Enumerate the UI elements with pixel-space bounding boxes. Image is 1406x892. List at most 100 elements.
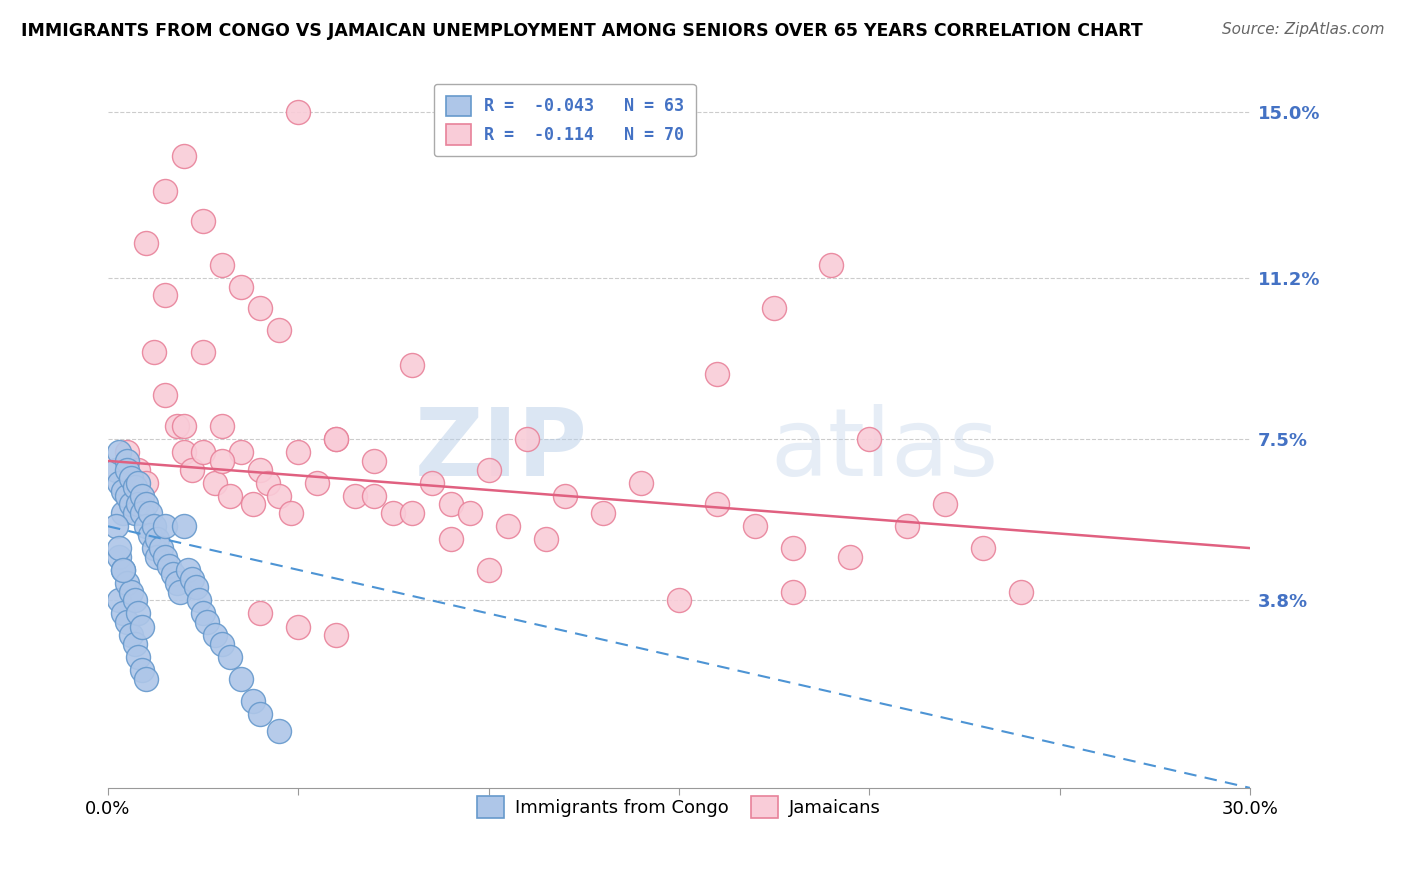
Point xyxy=(108,549,131,564)
Point xyxy=(287,619,309,633)
Point xyxy=(139,506,162,520)
Point xyxy=(706,367,728,381)
Point xyxy=(782,584,804,599)
Point xyxy=(139,528,162,542)
Point xyxy=(763,301,786,316)
Point xyxy=(131,506,153,520)
Point xyxy=(135,672,157,686)
Point xyxy=(249,706,271,721)
Point xyxy=(127,498,149,512)
Point xyxy=(420,475,443,490)
Point xyxy=(115,576,138,591)
Point xyxy=(211,637,233,651)
Point xyxy=(131,489,153,503)
Point xyxy=(269,724,291,739)
Point xyxy=(120,584,142,599)
Point xyxy=(127,607,149,621)
Point xyxy=(249,462,271,476)
Point xyxy=(142,519,165,533)
Point xyxy=(191,445,214,459)
Point xyxy=(124,593,146,607)
Point xyxy=(439,533,461,547)
Point xyxy=(120,628,142,642)
Point xyxy=(169,584,191,599)
Point xyxy=(115,454,138,468)
Point xyxy=(184,580,207,594)
Point xyxy=(108,475,131,490)
Point xyxy=(153,184,176,198)
Point xyxy=(934,498,956,512)
Point xyxy=(150,541,173,555)
Point xyxy=(112,563,135,577)
Point xyxy=(211,454,233,468)
Point xyxy=(896,519,918,533)
Point xyxy=(820,258,842,272)
Point xyxy=(478,563,501,577)
Point xyxy=(153,519,176,533)
Text: Source: ZipAtlas.com: Source: ZipAtlas.com xyxy=(1222,22,1385,37)
Point xyxy=(269,323,291,337)
Point xyxy=(668,593,690,607)
Point xyxy=(204,628,226,642)
Point xyxy=(218,489,240,503)
Point xyxy=(112,607,135,621)
Point xyxy=(135,519,157,533)
Point xyxy=(782,541,804,555)
Point xyxy=(439,498,461,512)
Point xyxy=(231,279,253,293)
Point xyxy=(135,235,157,250)
Point xyxy=(242,498,264,512)
Point xyxy=(142,345,165,359)
Point xyxy=(112,563,135,577)
Point xyxy=(112,484,135,499)
Point xyxy=(153,388,176,402)
Point xyxy=(249,607,271,621)
Point xyxy=(146,549,169,564)
Point xyxy=(325,432,347,446)
Point xyxy=(108,541,131,555)
Point xyxy=(211,258,233,272)
Point xyxy=(173,149,195,163)
Point xyxy=(127,462,149,476)
Point xyxy=(142,541,165,555)
Point xyxy=(104,519,127,533)
Text: ZIP: ZIP xyxy=(415,404,588,496)
Point xyxy=(287,445,309,459)
Point xyxy=(554,489,576,503)
Point xyxy=(166,419,188,434)
Point xyxy=(180,462,202,476)
Point xyxy=(211,419,233,434)
Point xyxy=(269,489,291,503)
Point xyxy=(115,462,138,476)
Point xyxy=(153,288,176,302)
Point xyxy=(173,419,195,434)
Point xyxy=(839,549,862,564)
Point xyxy=(516,432,538,446)
Point xyxy=(135,498,157,512)
Point xyxy=(131,663,153,677)
Point xyxy=(191,345,214,359)
Point xyxy=(127,650,149,665)
Point xyxy=(124,480,146,494)
Point xyxy=(287,105,309,120)
Point xyxy=(157,558,180,573)
Point xyxy=(307,475,329,490)
Point xyxy=(131,619,153,633)
Text: IMMIGRANTS FROM CONGO VS JAMAICAN UNEMPLOYMENT AMONG SENIORS OVER 65 YEARS CORRE: IMMIGRANTS FROM CONGO VS JAMAICAN UNEMPL… xyxy=(21,22,1143,40)
Point xyxy=(242,694,264,708)
Point xyxy=(972,541,994,555)
Point xyxy=(120,471,142,485)
Point xyxy=(112,506,135,520)
Point xyxy=(706,498,728,512)
Point xyxy=(135,475,157,490)
Point xyxy=(218,650,240,665)
Point xyxy=(195,615,218,630)
Point xyxy=(257,475,280,490)
Point xyxy=(325,432,347,446)
Point xyxy=(173,445,195,459)
Text: atlas: atlas xyxy=(770,404,998,496)
Point xyxy=(108,593,131,607)
Point xyxy=(104,462,127,476)
Point xyxy=(363,489,385,503)
Point xyxy=(496,519,519,533)
